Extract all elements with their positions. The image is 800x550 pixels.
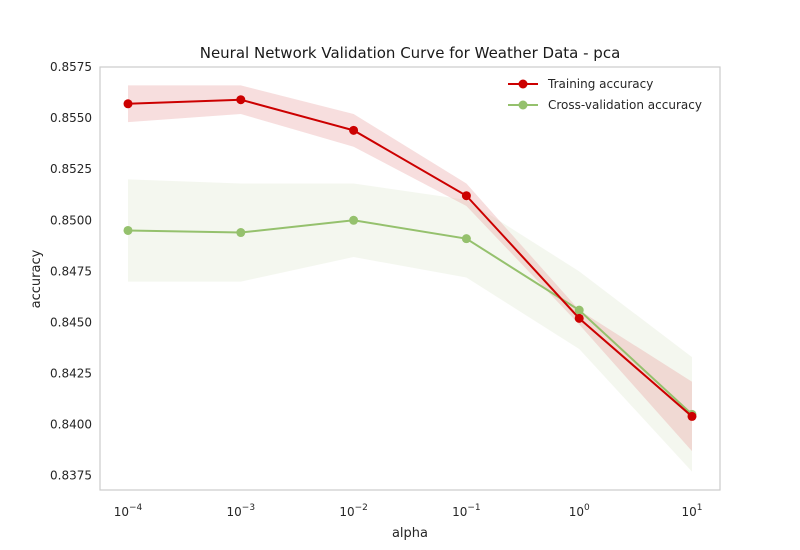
x-tick-base: 10 bbox=[681, 505, 696, 519]
data-point-cross-validation bbox=[574, 305, 584, 315]
plot-frame bbox=[99, 66, 721, 491]
legend-label-cross-validation: Cross-validation accuracy bbox=[548, 98, 702, 112]
x-tick-label: 10−2 bbox=[339, 503, 368, 519]
data-point-training bbox=[123, 99, 133, 109]
y-tick-label: 0.8550 bbox=[50, 111, 92, 125]
x-tick-label: 100 bbox=[569, 503, 590, 519]
y-tick-label: 0.8475 bbox=[50, 264, 92, 278]
data-point-cross-validation bbox=[349, 215, 359, 225]
x-tick-base: 10 bbox=[569, 505, 584, 519]
legend-marker-cross-validation bbox=[518, 100, 528, 110]
confidence-band-training bbox=[128, 85, 692, 452]
x-tick-label: 10−3 bbox=[227, 503, 256, 519]
y-tick-label: 0.8400 bbox=[50, 418, 92, 432]
x-tick-label: 10−4 bbox=[114, 503, 143, 519]
x-axis-label: alpha bbox=[392, 526, 428, 541]
x-tick-base: 10 bbox=[452, 505, 467, 519]
x-tick-exponent: −4 bbox=[129, 503, 143, 513]
chart-title: Neural Network Validation Curve for Weat… bbox=[200, 44, 621, 62]
x-tick-base: 10 bbox=[114, 505, 129, 519]
legend-label-training: Training accuracy bbox=[547, 77, 653, 91]
y-tick-label: 0.8500 bbox=[50, 213, 92, 227]
x-tick-label: 10−1 bbox=[452, 503, 481, 519]
data-point-cross-validation bbox=[236, 228, 246, 238]
plot-area: 0.8375 0.8400 0.8425 0.8450 0.8475 0.8500 0.85… bbox=[50, 60, 721, 519]
x-tick-base: 10 bbox=[227, 505, 242, 519]
data-point-training bbox=[461, 191, 471, 201]
y-tick-label: 0.8575 bbox=[50, 60, 92, 74]
x-tick-exponent: −3 bbox=[242, 503, 255, 513]
data-point-cross-validation bbox=[123, 225, 133, 235]
data-point-training bbox=[574, 313, 584, 323]
y-axis-label: accuracy bbox=[29, 249, 44, 308]
legend-marker-training bbox=[518, 79, 528, 89]
y-tick-label: 0.8525 bbox=[50, 162, 92, 176]
x-tick-base: 10 bbox=[339, 505, 354, 519]
plot-background bbox=[100, 67, 720, 490]
series-line-training bbox=[127, 98, 693, 418]
confidence-band-cross-validation bbox=[128, 179, 692, 472]
x-tick-exponent: −2 bbox=[355, 503, 368, 513]
data-point-training bbox=[687, 411, 697, 421]
x-tick-exponent: 1 bbox=[697, 503, 703, 513]
series-line-cross-validation bbox=[127, 219, 693, 416]
y-tick-label: 0.8375 bbox=[50, 469, 92, 483]
y-tick-label: 0.8450 bbox=[50, 315, 92, 329]
data-point-training bbox=[349, 125, 359, 135]
data-point-training bbox=[236, 95, 246, 105]
data-point-cross-validation bbox=[461, 234, 471, 244]
x-tick-label: 101 bbox=[681, 503, 702, 519]
x-tick-exponent: −1 bbox=[467, 503, 480, 513]
x-tick-exponent: 0 bbox=[584, 503, 590, 513]
y-tick-label: 0.8425 bbox=[50, 367, 92, 381]
